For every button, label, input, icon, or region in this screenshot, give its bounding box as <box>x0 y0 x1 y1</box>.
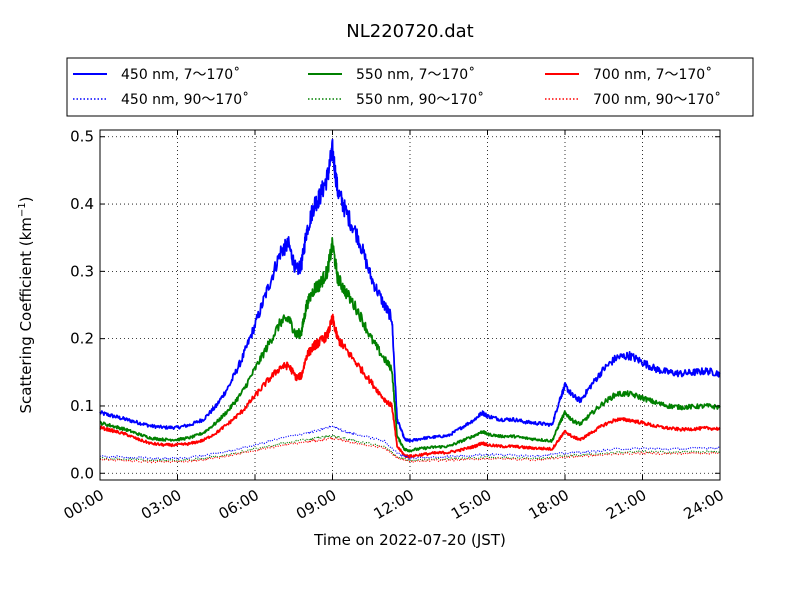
series-line-2 <box>99 313 721 459</box>
chart-title: NL220720.dat <box>346 21 473 42</box>
y-axis-title-close: ) <box>17 196 35 202</box>
series-line-0 <box>99 138 721 443</box>
legend-label: 550 nm, 7～170˚ <box>356 66 475 83</box>
legend-label: 700 nm, 90～170˚ <box>593 91 721 108</box>
y-tick-label: 0.1 <box>70 397 94 415</box>
legend-label: 550 nm, 90～170˚ <box>356 91 484 108</box>
y-tick-label: 0.4 <box>70 195 94 213</box>
series-line-3 <box>99 425 721 460</box>
grid <box>100 130 720 480</box>
legend-label: 450 nm, 90～170˚ <box>121 91 249 108</box>
series-line-1 <box>99 237 721 453</box>
legend: 450 nm, 7～170˚ 550 nm, 7～170˚ 700 nm, 7～17… <box>66 57 754 117</box>
legend-frame <box>66 57 754 117</box>
y-axis-title: Scattering Coefficient (km−1) <box>17 196 35 413</box>
y-tick-label: 0.3 <box>70 262 94 280</box>
y-axis-title-main: Scattering Coefficient (km <box>17 217 35 413</box>
series-group <box>99 138 721 464</box>
legend-label: 700 nm, 7～170˚ <box>593 66 712 83</box>
y-tick-label: 0.2 <box>70 330 94 348</box>
y-axis-title-sup: −1 <box>17 202 28 217</box>
legend-label: 450 nm, 7～170˚ <box>121 66 240 83</box>
y-tick-label: 0.0 <box>70 464 94 482</box>
x-axis-title: Time on 2022-07-20 (JST) <box>313 531 506 549</box>
y-tick-label: 0.5 <box>70 128 94 146</box>
